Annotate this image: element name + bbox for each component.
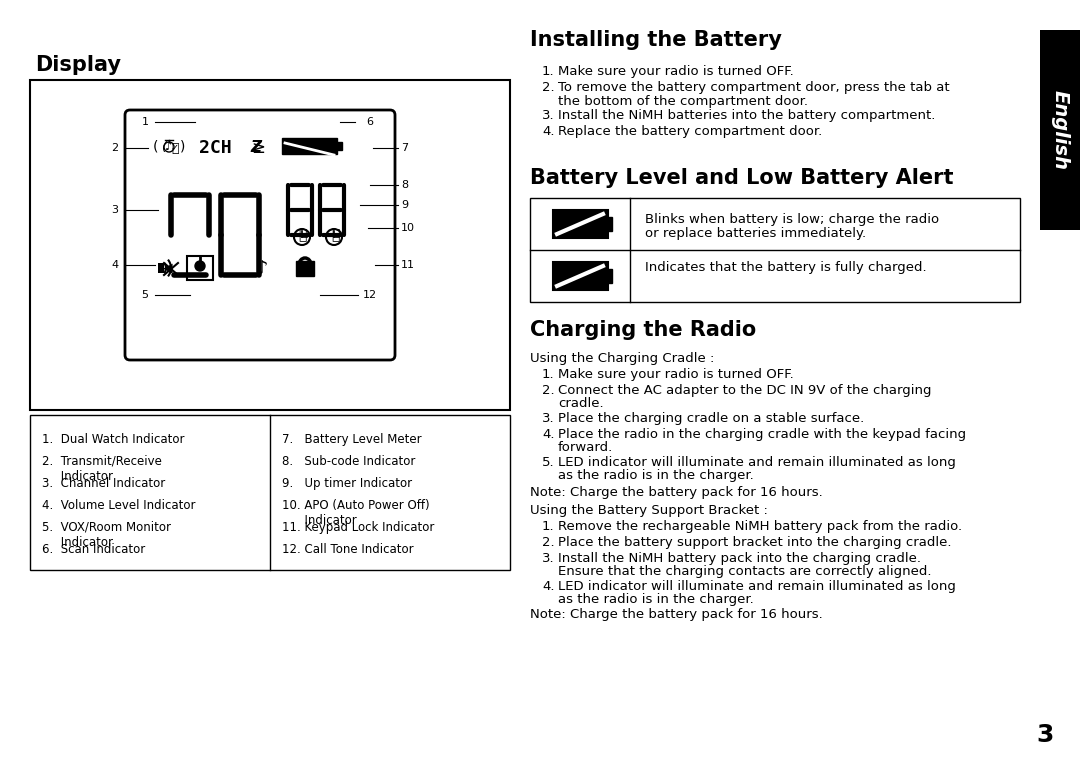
Text: Indicates that the battery is fully charged.: Indicates that the battery is fully char… — [645, 262, 927, 275]
Text: 3.: 3. — [542, 109, 555, 122]
Text: Connect the AC adapter to the DC IN 9V of the charging: Connect the AC adapter to the DC IN 9V o… — [558, 384, 931, 397]
Text: 10. APO (Auto Power Off)
      Indicator: 10. APO (Auto Power Off) Indicator — [282, 499, 430, 527]
Text: Ensure that the charging contacts are correctly aligned.: Ensure that the charging contacts are co… — [558, 565, 931, 578]
Bar — [1040, 30, 1080, 230]
Text: Note: Charge the battery pack for 16 hours.: Note: Charge the battery pack for 16 hou… — [530, 608, 823, 621]
Bar — [30, 80, 510, 410]
Text: 4.: 4. — [542, 428, 554, 441]
Text: English: English — [1051, 90, 1069, 170]
Bar — [530, 198, 1020, 302]
Text: Make sure your radio is turned OFF.: Make sure your radio is turned OFF. — [558, 368, 794, 381]
Text: 6.  Scan Indicator: 6. Scan Indicator — [42, 543, 145, 556]
Text: 3.: 3. — [542, 412, 555, 425]
Text: 3: 3 — [111, 205, 119, 215]
Text: 8.   Sub-code Indicator: 8. Sub-code Indicator — [282, 455, 416, 468]
Text: 2: 2 — [111, 143, 119, 153]
Text: 12: 12 — [363, 290, 377, 300]
Text: 1.  Dual Watch Indicator: 1. Dual Watch Indicator — [42, 433, 185, 446]
Bar — [337, 142, 342, 150]
Text: 3.: 3. — [542, 552, 555, 565]
Text: as the radio is in the charger.: as the radio is in the charger. — [558, 469, 754, 482]
Bar — [187, 256, 213, 280]
Text: ⏱: ⏱ — [298, 228, 307, 242]
Text: Installing the Battery: Installing the Battery — [530, 30, 782, 50]
Text: 9: 9 — [402, 200, 408, 210]
Text: 2.: 2. — [542, 81, 555, 94]
Text: 11. Keypad Lock Indicator: 11. Keypad Lock Indicator — [282, 521, 434, 534]
Text: Place the charging cradle on a stable surface.: Place the charging cradle on a stable su… — [558, 412, 864, 425]
Text: 10: 10 — [401, 223, 415, 233]
Text: 2.  Transmit/Receive
     Indicator: 2. Transmit/Receive Indicator — [42, 455, 162, 483]
Text: 12. Call Tone Indicator: 12. Call Tone Indicator — [282, 543, 414, 556]
Bar — [553, 262, 608, 290]
Text: ≥: ≥ — [251, 139, 265, 157]
Text: 4.: 4. — [542, 125, 554, 138]
Text: 7.   Battery Level Meter: 7. Battery Level Meter — [282, 433, 421, 446]
Text: (: ( — [153, 140, 159, 154]
Bar — [607, 269, 612, 283]
Text: To remove the battery compartment door, press the tab at: To remove the battery compartment door, … — [558, 81, 949, 94]
Text: Make sure your radio is turned OFF.: Make sure your radio is turned OFF. — [558, 65, 794, 78]
Text: 3: 3 — [1037, 723, 1054, 747]
Text: Using the Charging Cradle :: Using the Charging Cradle : — [530, 352, 714, 365]
Text: 4.: 4. — [542, 580, 554, 593]
Text: 1.: 1. — [542, 368, 555, 381]
Text: 2CH: 2CH — [199, 139, 231, 157]
Bar — [553, 210, 608, 238]
Text: Using the Battery Support Bracket :: Using the Battery Support Bracket : — [530, 504, 768, 517]
Bar — [607, 217, 612, 231]
Bar — [30, 415, 510, 570]
Text: 🎤: 🎤 — [172, 141, 179, 154]
Text: Z: Z — [251, 140, 261, 156]
Bar — [282, 138, 337, 154]
Text: 8: 8 — [402, 180, 408, 190]
Text: 1: 1 — [141, 117, 149, 127]
Text: ✓: ✓ — [171, 143, 179, 153]
Circle shape — [195, 261, 205, 271]
Text: 9.   Up timer Indicator: 9. Up timer Indicator — [282, 477, 413, 490]
Text: ⏱: ⏱ — [330, 228, 339, 242]
Text: ◀: ◀ — [163, 262, 173, 275]
Text: ♪: ♪ — [164, 142, 172, 152]
Text: ♪: ♪ — [256, 259, 268, 278]
Text: Install the NiMH batteries into the battery compartment.: Install the NiMH batteries into the batt… — [558, 109, 935, 122]
Text: 4: 4 — [111, 260, 119, 270]
Text: 6: 6 — [366, 117, 374, 127]
Text: or replace batteries immediately.: or replace batteries immediately. — [645, 227, 866, 240]
Text: ): ) — [180, 140, 186, 154]
Text: Place the battery support bracket into the charging cradle.: Place the battery support bracket into t… — [558, 536, 951, 549]
Text: 2.: 2. — [542, 384, 555, 397]
Text: LED indicator will illuminate and remain illuminated as long: LED indicator will illuminate and remain… — [558, 580, 956, 593]
Text: Replace the battery compartment door.: Replace the battery compartment door. — [558, 125, 822, 138]
Text: 5.: 5. — [542, 456, 555, 469]
Text: 7: 7 — [402, 143, 408, 153]
Text: Place the radio in the charging cradle with the keypad facing: Place the radio in the charging cradle w… — [558, 428, 967, 441]
Bar — [158, 263, 164, 273]
Bar — [296, 261, 314, 276]
Text: 4.  Volume Level Indicator: 4. Volume Level Indicator — [42, 499, 195, 512]
Text: Battery Level and Low Battery Alert: Battery Level and Low Battery Alert — [530, 168, 954, 188]
Text: forward.: forward. — [558, 441, 613, 454]
Text: Charging the Radio: Charging the Radio — [530, 320, 756, 340]
Text: 2.: 2. — [542, 536, 555, 549]
Text: LED indicator will illuminate and remain illuminated as long: LED indicator will illuminate and remain… — [558, 456, 956, 469]
Text: Install the NiMH battery pack into the charging cradle.: Install the NiMH battery pack into the c… — [558, 552, 921, 565]
Text: 11: 11 — [401, 260, 415, 270]
Text: 1.: 1. — [542, 520, 555, 533]
FancyBboxPatch shape — [125, 110, 395, 360]
Text: Remove the rechargeable NiMH battery pack from the radio.: Remove the rechargeable NiMH battery pac… — [558, 520, 962, 533]
Text: the bottom of the compartment door.: the bottom of the compartment door. — [558, 95, 808, 108]
Text: Display: Display — [35, 55, 121, 75]
Text: Note: Charge the battery pack for 16 hours.: Note: Charge the battery pack for 16 hou… — [530, 486, 823, 499]
Text: (: ( — [161, 141, 165, 154]
Text: Blinks when battery is low; charge the radio: Blinks when battery is low; charge the r… — [645, 213, 940, 226]
Text: 5: 5 — [141, 290, 149, 300]
Text: 3.  Channel Indicator: 3. Channel Indicator — [42, 477, 165, 490]
Text: 1.: 1. — [542, 65, 555, 78]
Text: 5.  VOX/Room Monitor
     Indicator: 5. VOX/Room Monitor Indicator — [42, 521, 171, 549]
Text: cradle.: cradle. — [558, 397, 604, 410]
Text: as the radio is in the charger.: as the radio is in the charger. — [558, 593, 754, 606]
